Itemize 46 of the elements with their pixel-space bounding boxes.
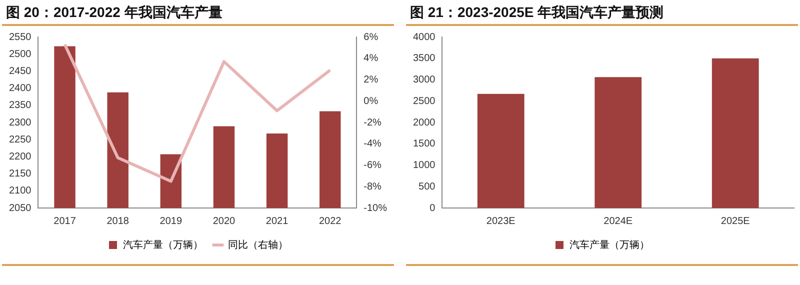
y2-tick-label: -4% bbox=[364, 138, 382, 150]
y2-tick-label: -2% bbox=[364, 117, 382, 128]
bar bbox=[477, 94, 524, 208]
x-tick-label: 2024E bbox=[604, 216, 633, 227]
legend-label: 汽车产量（万辆） bbox=[123, 238, 203, 251]
y-tick-label: 3500 bbox=[412, 53, 436, 64]
x-tick-label: 2021 bbox=[266, 216, 289, 227]
y-tick-label: 2300 bbox=[8, 117, 32, 128]
x-tick-label: 2017 bbox=[54, 216, 76, 227]
chart-title: 图 20：2017-2022 年我国汽车产量 bbox=[5, 3, 224, 22]
y2-tick-label: -6% bbox=[364, 160, 382, 171]
y-tick-label: 2050 bbox=[8, 202, 32, 214]
y-tick-label: 0 bbox=[430, 202, 436, 214]
chart-title: 图 21：2023-2025E 年我国汽车产量预测 bbox=[409, 3, 665, 22]
x-tick-label: 2023E bbox=[486, 216, 516, 227]
y-tick-label: 3000 bbox=[412, 74, 436, 86]
y2-tick-label: 6% bbox=[364, 32, 378, 43]
x-tick-label: 2022 bbox=[318, 216, 342, 227]
x-tick-label: 2018 bbox=[106, 216, 130, 227]
y2-tick-label: 4% bbox=[364, 53, 378, 64]
y-tick-label: 2200 bbox=[8, 151, 32, 162]
y-tick-label: 2450 bbox=[8, 66, 32, 77]
y-tick-label: 1000 bbox=[412, 160, 436, 171]
y-tick-label: 2350 bbox=[8, 100, 32, 112]
y-tick-label: 2500 bbox=[412, 96, 436, 107]
y-tick-label: 500 bbox=[418, 181, 436, 192]
x-tick-label: 2025E bbox=[720, 216, 750, 227]
y-tick-label: 2100 bbox=[8, 186, 32, 197]
x-tick-label: 2019 bbox=[160, 216, 182, 227]
y-tick-label: 4000 bbox=[412, 32, 436, 43]
y-tick-label: 1500 bbox=[412, 138, 436, 150]
y-tick-label: 2250 bbox=[8, 134, 32, 146]
y2-tick-label: -10% bbox=[364, 202, 388, 214]
y-tick-label: 2400 bbox=[8, 83, 32, 94]
bar bbox=[712, 58, 759, 208]
legend-label: 同比（右轴） bbox=[228, 238, 288, 251]
y-tick-label: 2150 bbox=[8, 168, 32, 180]
x-tick-label: 2020 bbox=[212, 216, 236, 227]
y2-tick-label: -8% bbox=[364, 181, 382, 192]
legend-label: 汽车产量（万辆） bbox=[570, 238, 650, 251]
y-tick-label: 2000 bbox=[412, 117, 436, 128]
y-tick-label: 2500 bbox=[8, 48, 32, 60]
y2-tick-label: 2% bbox=[364, 74, 378, 86]
bar bbox=[594, 77, 642, 208]
y2-tick-label: 0% bbox=[364, 96, 378, 107]
y-tick-label: 2550 bbox=[8, 32, 32, 43]
